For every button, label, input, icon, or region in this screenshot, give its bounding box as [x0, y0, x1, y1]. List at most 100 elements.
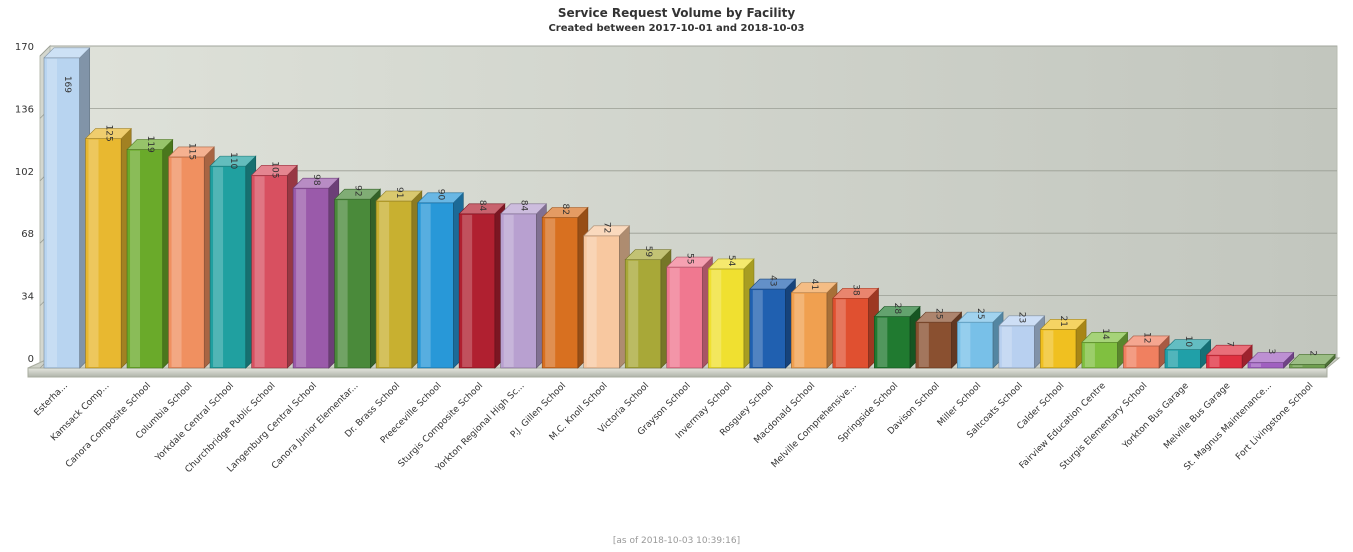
bar-top	[1288, 354, 1336, 365]
bar-highlight	[918, 323, 929, 367]
bar	[1039, 318, 1087, 369]
bar-highlight	[1084, 343, 1095, 367]
bar	[458, 203, 506, 369]
bar-highlight	[835, 299, 846, 367]
value-label: 43	[768, 275, 778, 286]
bar-highlight	[1043, 330, 1054, 367]
bar-front	[915, 321, 952, 369]
value-label: 105	[269, 161, 279, 178]
bar-highlight	[669, 268, 680, 367]
bar-highlight	[586, 236, 597, 367]
bar	[209, 155, 257, 369]
category-label: Melville Comprehensive...	[770, 381, 859, 470]
bar-highlight	[711, 269, 722, 367]
value-label: 92	[352, 185, 362, 196]
value-label: 98	[311, 174, 321, 186]
bar-highlight	[47, 58, 57, 367]
bar-top	[416, 192, 465, 204]
bar-highlight	[628, 260, 639, 367]
bar-top	[541, 207, 589, 218]
bar	[1205, 344, 1253, 369]
bar-highlight	[462, 214, 473, 367]
y-tick-label: 0	[28, 354, 34, 365]
bar-top	[1205, 344, 1253, 356]
bar	[1288, 353, 1336, 369]
value-label: 91	[394, 187, 404, 198]
category-label: Yorkton Regional High Sc...	[433, 381, 526, 474]
value-label: 38	[851, 284, 861, 296]
bar-highlight	[1167, 350, 1178, 367]
bar	[292, 177, 340, 369]
bar	[832, 287, 880, 369]
bar-front	[375, 200, 413, 369]
bar-top	[666, 256, 714, 268]
bar	[1081, 331, 1129, 369]
bar	[126, 138, 174, 369]
bar-top	[873, 306, 921, 317]
category-label: Langenburg Central School	[226, 381, 320, 475]
timestamp-note: [as of 2018-10-03 10:39:16]	[612, 536, 741, 546]
bar	[416, 192, 465, 369]
bar-front	[458, 213, 496, 369]
bar-top	[1081, 332, 1129, 343]
bar	[707, 258, 755, 369]
bar	[333, 188, 382, 369]
value-label: 25	[934, 308, 944, 319]
y-tick-label: 102	[15, 167, 34, 178]
floor-edge	[27, 367, 1328, 378]
bar	[541, 206, 589, 369]
bar-top	[43, 47, 91, 59]
bar-top	[790, 282, 838, 294]
bar-highlight	[503, 214, 514, 367]
bar-top	[915, 311, 963, 323]
value-label: 28	[892, 303, 902, 315]
x-axis-labels: Esterha...Kamsack Comp...Canora Composit…	[33, 381, 1316, 475]
category-label: Canora Junior Elementar...	[270, 381, 360, 471]
chart-title: Service Request Volume by Facility	[557, 6, 796, 20]
value-label: 12	[1141, 332, 1151, 343]
bar-highlight	[379, 201, 390, 367]
bar-highlight	[88, 139, 99, 367]
bar	[873, 305, 921, 369]
value-label: 84	[519, 200, 529, 212]
y-tick-label: 34	[21, 292, 34, 303]
bar	[1247, 351, 1295, 369]
bar-highlight	[254, 176, 265, 367]
bar-top	[209, 155, 257, 167]
bar-front	[790, 292, 828, 369]
bar	[250, 164, 299, 369]
value-label: 90	[435, 189, 445, 201]
bar-front	[500, 213, 537, 369]
bar-top	[707, 258, 755, 270]
bars	[43, 47, 1336, 369]
bar-highlight	[171, 157, 182, 367]
bar-top	[84, 128, 132, 139]
bar-top	[499, 203, 548, 215]
value-label: 7	[1224, 341, 1234, 347]
bar	[582, 225, 631, 369]
bar-highlight	[337, 200, 348, 367]
bar-highlight	[1250, 363, 1261, 367]
value-label: 54	[726, 255, 736, 267]
value-label: 2	[1307, 350, 1317, 356]
bar-top	[1039, 319, 1087, 330]
bar-top	[624, 249, 672, 261]
bar-front	[168, 156, 205, 369]
bar	[915, 311, 963, 369]
bar	[84, 127, 132, 369]
value-label: 110	[228, 152, 238, 169]
category-label: Fairview Education Centre	[1018, 381, 1108, 471]
bar-highlight	[130, 150, 141, 367]
bar-top	[167, 146, 215, 158]
bar-highlight	[960, 323, 971, 367]
bar	[43, 47, 91, 369]
category-label: St. Magnus Maintenance...	[1182, 381, 1274, 473]
bar-top	[292, 177, 340, 189]
bar	[998, 315, 1046, 369]
bar-top	[375, 190, 423, 202]
bar-front	[583, 235, 620, 369]
bar-highlight	[1209, 356, 1220, 367]
bar-front	[334, 198, 371, 369]
bar	[624, 248, 672, 369]
